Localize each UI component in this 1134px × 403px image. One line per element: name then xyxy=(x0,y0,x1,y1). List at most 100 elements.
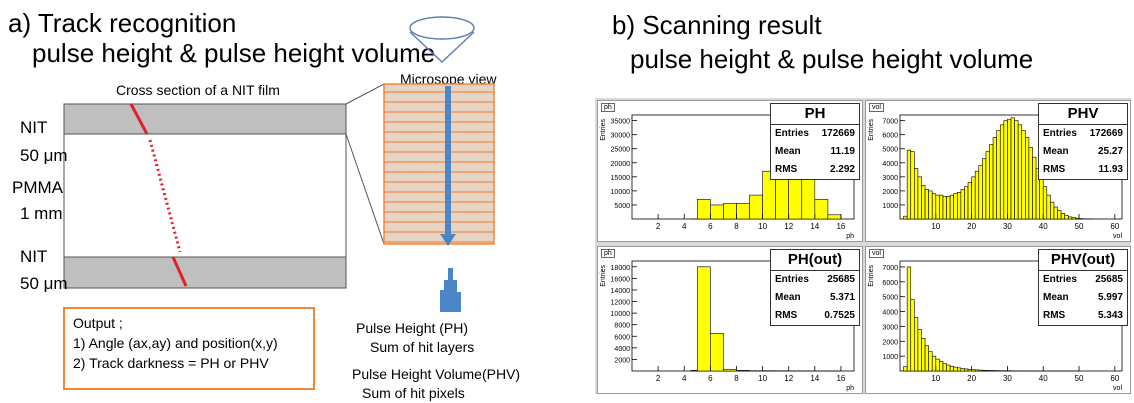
y-tick-label: 6000 xyxy=(882,133,898,140)
histogram-plot: 2 4 6 8 10 12 14 16 5000 10000 15000 20000 25000 3000… xyxy=(600,114,855,240)
ph-label: Pulse Height (PH) xyxy=(356,320,469,336)
histogram-title: PH(out) xyxy=(771,250,859,271)
histogram-bin xyxy=(1067,216,1073,220)
histogram-bin xyxy=(971,176,976,220)
y-tick-label: 6000 xyxy=(614,334,630,341)
histogram-bin xyxy=(967,369,972,372)
histogram-bin xyxy=(974,170,980,220)
histogram-bin xyxy=(999,124,1005,220)
y-tick-label: 4000 xyxy=(882,310,898,317)
stats-row: Mean 11.19 xyxy=(771,143,859,161)
histogram-bin xyxy=(935,194,940,220)
histogram-bin xyxy=(946,364,951,372)
x-tick-label: 40 xyxy=(1039,222,1048,231)
histogram-bin xyxy=(1007,118,1012,220)
y-tick-label: 14000 xyxy=(611,288,631,295)
stats-value: 25685 xyxy=(827,274,855,285)
histogram-bin xyxy=(1017,124,1023,220)
histogram-bin xyxy=(967,182,972,220)
histogram-bin xyxy=(939,361,944,372)
histogram-bin xyxy=(949,194,955,220)
stats-key: Entries xyxy=(775,274,809,285)
x-tick-label: 50 xyxy=(1075,374,1084,383)
histogram-bin xyxy=(736,203,750,220)
histogram-tag: vol xyxy=(869,103,884,112)
phv-desc: Sum of hit pixels xyxy=(362,385,465,401)
histogram-ph: 2 4 6 8 10 12 14 16 5000 10000 15000 20000 25000 3000… xyxy=(597,100,863,242)
histogram-plot: 10 20 30 40 50 60 1000 2000 3000 4000 5000 6000 7000… xyxy=(868,114,1122,240)
x-tick-label: 6 xyxy=(708,374,713,383)
histogram-bin xyxy=(939,194,944,220)
stats-value: 5.997 xyxy=(1097,292,1123,303)
track-middle xyxy=(148,139,182,253)
y-tick-label: 3000 xyxy=(882,324,898,331)
stats-key: Mean xyxy=(1043,146,1069,157)
histogram-bin xyxy=(710,333,724,372)
y-tick-label: 3000 xyxy=(882,175,898,182)
y-tick-label: 12000 xyxy=(611,300,631,307)
histogram-bin xyxy=(964,368,969,372)
y-tick-label: 7000 xyxy=(882,119,898,126)
histogram-bin xyxy=(931,355,937,372)
y-tick-label: 4000 xyxy=(614,346,630,353)
histogram-title: PH xyxy=(771,104,859,125)
y-tick-label: 8000 xyxy=(614,323,630,330)
y-axis-label: Entries xyxy=(600,265,607,287)
layer-thickness-bottom: 50 μm xyxy=(20,274,68,293)
x-tick-label: 20 xyxy=(967,374,976,383)
histogram-plot: 10 20 30 40 50 60 1000 2000 3000 4000 5000 6000 7000… xyxy=(868,260,1122,392)
histogram-bin xyxy=(1003,120,1008,220)
x-tick-label: 14 xyxy=(810,374,819,383)
x-tick-label: 8 xyxy=(734,374,739,383)
histogram-bin xyxy=(985,151,990,220)
histogram-bin xyxy=(996,130,1001,220)
histogram-bin xyxy=(982,369,987,372)
stats-value: 5.371 xyxy=(829,292,855,303)
nit-layer-top xyxy=(63,103,347,135)
x-tick-label: 30 xyxy=(1003,222,1012,231)
left-title: a) Track recognition xyxy=(8,8,237,38)
histogram-bin xyxy=(921,184,926,220)
track-bottom xyxy=(171,256,188,287)
stats-row: RMS 5.343 xyxy=(1039,307,1127,325)
y-tick-label: 20000 xyxy=(611,161,631,168)
histogram-bin xyxy=(1057,210,1062,220)
x-tick-label: 10 xyxy=(931,222,940,231)
left-subtitle: pulse height & pulse height volume xyxy=(32,38,436,68)
stats-value: 172669 xyxy=(821,128,855,139)
histogram-bin xyxy=(989,144,994,220)
histogram-bin xyxy=(1075,217,1080,220)
stats-row: Entries 172669 xyxy=(1039,125,1127,143)
cross-section-label: Cross section of a NIT film xyxy=(116,82,280,98)
stats-key: Mean xyxy=(1043,292,1069,303)
x-tick-label: 8 xyxy=(734,222,739,231)
x-tick-label: 10 xyxy=(758,222,767,231)
stats-key: Mean xyxy=(775,146,801,157)
histogram-bin xyxy=(917,176,922,220)
layer-name-top: NIT xyxy=(20,118,48,137)
histogram-bin xyxy=(942,363,947,372)
histogram-bin xyxy=(978,165,983,220)
histogram-title: PHV(out) xyxy=(1039,250,1127,271)
stats-row: Entries 172669 xyxy=(771,125,859,143)
histogram-bin xyxy=(953,193,958,220)
stats-value: 0.7525 xyxy=(824,310,855,321)
histogram-bin xyxy=(1071,217,1076,220)
histogram-tag: ph xyxy=(601,249,615,258)
y-tick-label: 25000 xyxy=(611,147,631,154)
x-axis-label: ph xyxy=(846,233,854,240)
stats-key: RMS xyxy=(775,164,798,175)
histogram-bin xyxy=(914,317,919,372)
histogram-bin xyxy=(903,215,908,220)
histogram-bin xyxy=(723,203,737,220)
stats-row: RMS 2.292 xyxy=(771,161,859,179)
histogram-phv-out: 10 20 30 40 50 60 1000 2000 3000 4000 5000 6000 7000… xyxy=(865,246,1131,394)
y-tick-label: 30000 xyxy=(611,133,631,140)
histogram-bin xyxy=(1039,177,1044,220)
histogram-bin xyxy=(903,366,908,372)
stats-value: 172669 xyxy=(1089,128,1123,139)
stats-key: Mean xyxy=(775,292,801,303)
stats-box: PHV(out) Entries 25685 Mean 5.997 RMS 5.343 xyxy=(1038,249,1128,326)
output-box: Output ; 1) Angle (ax,ay) and position(x… xyxy=(63,307,315,390)
histogram-bin xyxy=(910,151,915,220)
